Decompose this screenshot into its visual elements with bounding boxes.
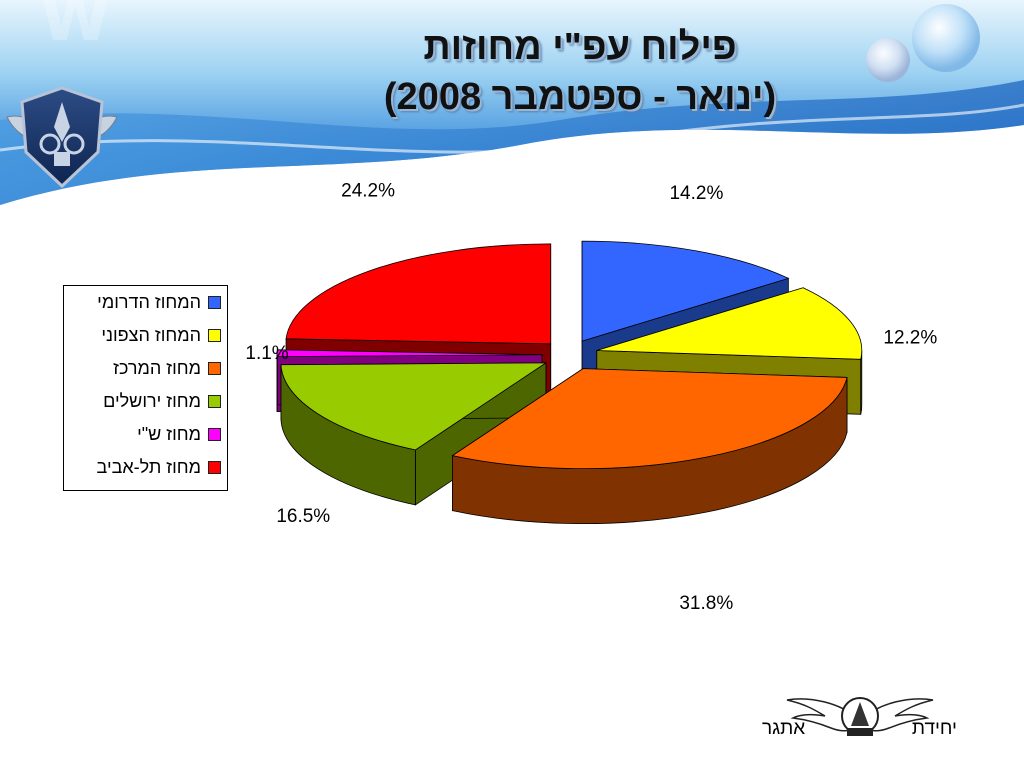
slide-title: פילוח עפ"י מחוזות xyxy=(423,26,737,68)
footer-unit-name: יחידת אתגר xyxy=(760,718,960,744)
footer-word-left: אתגר xyxy=(762,718,806,739)
pie-slice-top xyxy=(596,287,863,360)
data-label: 1.1% xyxy=(245,343,288,364)
legend-swatch xyxy=(208,427,221,441)
footer-word-right: יחידת xyxy=(911,718,957,739)
legend-label: המחוז הצפוני xyxy=(101,324,201,345)
legend-item: מחוז המרכז xyxy=(70,357,221,379)
slide-subtitle: (ינואר - ספטמבר 2008) xyxy=(383,76,777,118)
legend-swatch xyxy=(208,361,221,375)
legend-label: המחוז הדרומי xyxy=(97,291,201,312)
legend-swatch xyxy=(208,460,221,474)
pie-slice-top xyxy=(280,362,548,451)
legend-label: מחוז תל-אביב xyxy=(96,456,201,477)
pie-slice-top xyxy=(581,240,790,342)
data-label: 12.2% xyxy=(883,327,937,348)
legend-swatch xyxy=(208,394,221,408)
data-label: 31.8% xyxy=(679,593,733,614)
data-label: 16.5% xyxy=(276,506,330,527)
pie-slice xyxy=(451,367,848,525)
legend-label: מחוז ירושלים xyxy=(103,390,201,411)
chart-legend: המחוז הדרומי המחוז הצפוני מחוז המרכז מחוז י… xyxy=(63,285,228,491)
legend-item: מחוז תל-אביב xyxy=(70,456,221,478)
winged-unit-emblem-icon xyxy=(786,697,934,736)
legend-swatch xyxy=(208,328,221,342)
legend-item: המחוז הצפוני xyxy=(70,324,221,346)
pie-slice-top xyxy=(276,349,543,358)
legend-label: מחוז המרכז xyxy=(113,357,201,378)
legend-item: המחוז הדרומי xyxy=(70,291,221,313)
pie-slice xyxy=(280,362,548,506)
pie-slice-outer-wall xyxy=(860,350,863,415)
legend-item: מחוז ש"י xyxy=(70,423,221,445)
police-emblem-icon xyxy=(6,86,118,189)
data-label: 14.2% xyxy=(669,183,723,204)
pie-slice-top xyxy=(451,368,848,470)
pie-slice-top xyxy=(285,243,552,345)
svg-text:W: W xyxy=(40,0,111,56)
legend-item: מחוז ירושלים xyxy=(70,390,221,412)
legend-swatch xyxy=(208,295,221,309)
legend-label: מחוז ש"י xyxy=(137,423,201,444)
data-label: 24.2% xyxy=(341,180,395,201)
